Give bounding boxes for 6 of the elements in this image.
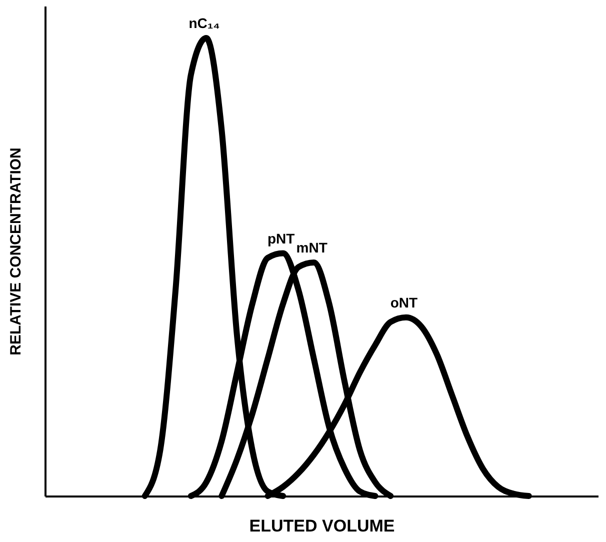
- series-label: mNT: [296, 239, 328, 256]
- series-label: nC₁₄: [188, 15, 220, 32]
- series-label: oNT: [390, 294, 418, 310]
- x-axis-title: ELUTED VOLUME: [249, 516, 395, 536]
- series-label: pNT: [267, 230, 296, 246]
- y-axis-title: RELATIVE CONCENTRATION: [8, 148, 24, 356]
